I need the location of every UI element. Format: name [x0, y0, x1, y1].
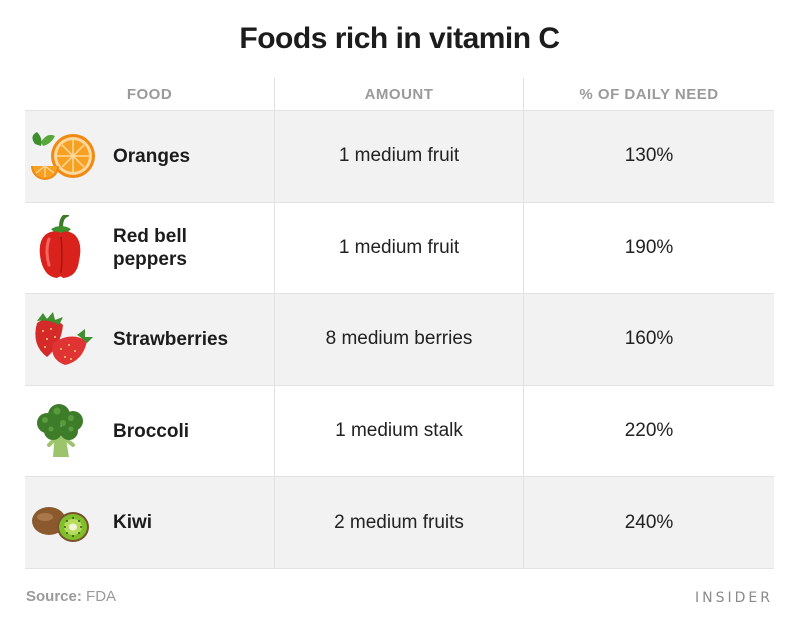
food-name: Strawberries [113, 328, 229, 350]
orange-icon [27, 121, 95, 191]
food-name: Broccoli [113, 420, 190, 442]
amount-cell: 2 medium fruits [274, 477, 523, 568]
amount-cell: 8 medium berries [274, 294, 523, 385]
source-note: Source: FDA [26, 588, 116, 605]
amount-cell: 1 medium stalk [274, 385, 523, 477]
table-row: Oranges 1 medium fruit 130% [25, 111, 774, 203]
broccoli-icon [27, 396, 95, 466]
source-value: FDA [86, 588, 117, 605]
table-row: Broccoli 1 medium stalk 220% [25, 385, 774, 478]
food-name: Red bell peppers [113, 225, 187, 270]
table-row: Kiwi 2 medium fruits 240% [25, 477, 774, 569]
column-header-percent: % OF DAILY NEED [523, 77, 774, 111]
table-row: Red bell peppers 1 medium fruit 190% [25, 202, 774, 295]
food-cell: Strawberries [25, 294, 274, 385]
strawberry-icon [27, 304, 95, 374]
percent-cell: 190% [523, 202, 774, 294]
amount-cell: 1 medium fruit [274, 202, 523, 294]
food-cell: Oranges [25, 111, 274, 202]
percent-cell: 220% [523, 385, 774, 477]
percent-cell: 130% [523, 111, 774, 202]
column-header-food: FOOD [126, 85, 173, 103]
percent-cell: 240% [523, 477, 774, 568]
column-header-amount: AMOUNT [274, 77, 523, 111]
food-cell: Kiwi [25, 477, 274, 568]
source-label: Source: [26, 588, 82, 605]
brand-logo: INSIDER [695, 590, 773, 606]
food-cell: Red bell peppers [25, 203, 274, 294]
food-name: Kiwi [113, 512, 153, 534]
percent-cell: 160% [523, 294, 774, 385]
food-name: Oranges [113, 145, 191, 167]
table-row: Strawberries 8 medium berries 160% [25, 294, 774, 386]
table-header: FOOD AMOUNT % OF DAILY NEED [25, 77, 774, 111]
amount-cell: 1 medium fruit [274, 111, 523, 202]
chart-title: Foods rich in vitamin C [239, 22, 560, 55]
red-bell-pepper-icon [27, 213, 95, 283]
food-cell: Broccoli [25, 386, 274, 477]
vitamin-c-table: FOOD AMOUNT % OF DAILY NEED [25, 77, 774, 569]
kiwi-icon [27, 488, 95, 558]
